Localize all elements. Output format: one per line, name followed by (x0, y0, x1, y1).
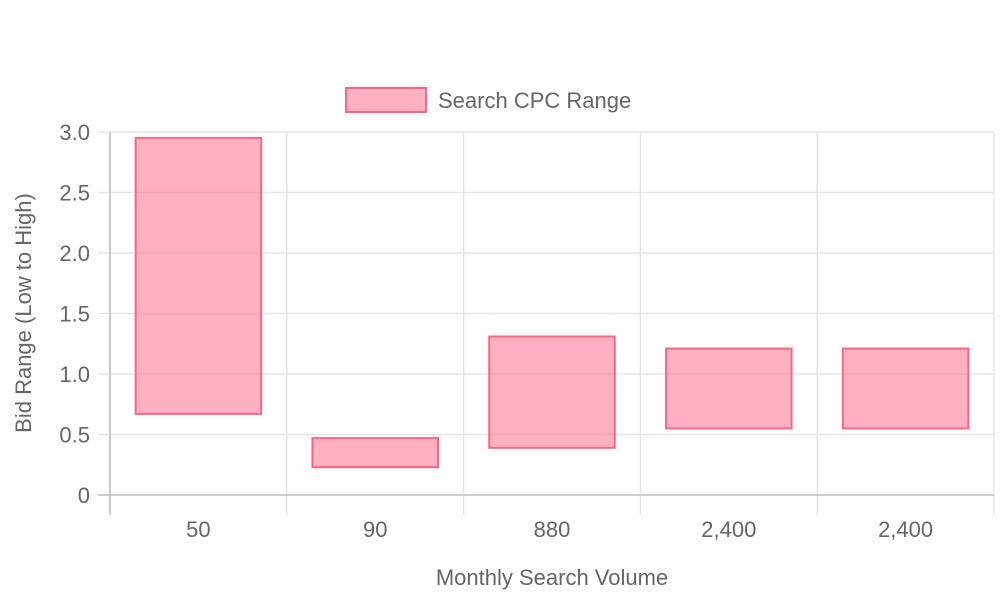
y-tick-label: 0.5 (59, 423, 90, 448)
y-tick-label: 3.0 (59, 120, 90, 145)
x-tick-label: 50 (186, 517, 210, 542)
legend-label[interactable]: Search CPC Range (438, 88, 631, 113)
y-tick-label: 2.0 (59, 241, 90, 266)
range-bar[interactable] (488, 335, 616, 449)
legend[interactable]: Search CPC Range (345, 87, 631, 113)
bars (134, 137, 970, 469)
y-tick-label: 1.0 (59, 362, 90, 387)
x-tick-label: 2,400 (878, 517, 933, 542)
range-bar[interactable] (134, 137, 263, 415)
y-axis-title: Bid Range (Low to High) (11, 193, 36, 433)
y-tick-label: 1.5 (59, 302, 90, 327)
x-axis-title: Monthly Search Volume (436, 565, 668, 590)
legend-swatch[interactable] (345, 87, 427, 113)
range-bar[interactable] (665, 347, 793, 430)
range-bar[interactable] (841, 347, 970, 430)
range-bar[interactable] (311, 437, 439, 469)
x-tick-label: 90 (363, 517, 387, 542)
x-tick-label: 880 (534, 517, 571, 542)
axes: 0 0.5 1.0 1.5 2.0 2.5 3.0 50 90 880 2,400 2,400 (59, 120, 994, 542)
x-tick-label: 2,400 (701, 517, 756, 542)
y-tick-label: 2.5 (59, 181, 90, 206)
y-tick-label: 0 (78, 483, 90, 508)
